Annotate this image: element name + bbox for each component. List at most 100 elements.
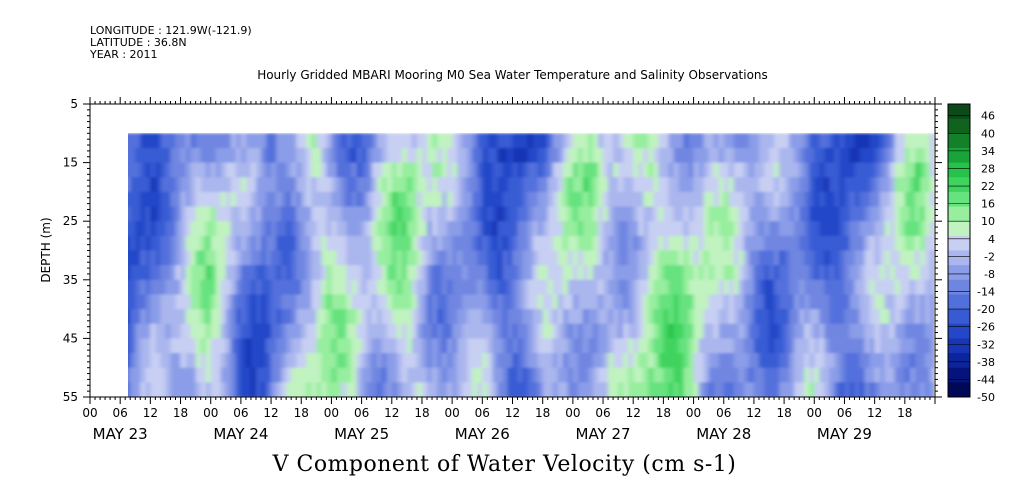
heat-cell: [195, 133, 202, 149]
heat-cell: [316, 323, 323, 340]
heat-cell: [482, 279, 489, 296]
heat-cell: [477, 323, 484, 340]
heat-cell: [532, 162, 539, 179]
heat-cell: [542, 367, 549, 384]
heat-cell: [894, 177, 901, 193]
heat-cell: [582, 323, 589, 340]
heat-cell: [603, 221, 609, 237]
heat-cell: [769, 338, 775, 354]
heat-cell: [819, 353, 826, 369]
heat-cell: [829, 177, 836, 193]
heat-cell: [255, 133, 262, 149]
heat-cell: [527, 206, 534, 222]
heat-cell: [683, 323, 690, 340]
heat-cell: [195, 265, 202, 281]
heat-cell: [482, 367, 489, 384]
heat-cell: [276, 382, 282, 397]
heat-cell: [909, 279, 916, 296]
heat-cell: [512, 338, 519, 354]
heat-cell: [678, 147, 685, 164]
heat-cell: [663, 382, 670, 397]
heat-cell: [587, 206, 594, 222]
heat-cell: [683, 162, 690, 179]
heat-cell: [271, 338, 277, 354]
heat-cell: [386, 206, 393, 222]
heat-cell: [884, 338, 891, 354]
heat-cell: [235, 353, 242, 369]
heat-cell: [286, 177, 292, 193]
heat-cell: [356, 162, 363, 179]
heat-cell: [155, 250, 162, 266]
heat-cell: [452, 338, 458, 354]
heat-cell: [492, 367, 499, 384]
heat-cell: [195, 147, 202, 164]
heat-cell: [809, 162, 816, 179]
heat-cell: [849, 367, 856, 384]
heat-cell: [577, 133, 584, 149]
heat-cell: [361, 235, 368, 252]
heat-cell: [291, 147, 298, 164]
heat-cell: [748, 133, 755, 149]
heat-cell: [482, 162, 489, 179]
heat-cell: [618, 279, 624, 296]
heat-cell: [442, 338, 448, 354]
heat-cell: [618, 250, 624, 266]
heat-cell: [401, 294, 408, 310]
heat-cell: [899, 382, 906, 397]
heat-cell: [929, 206, 934, 222]
heat-cell: [502, 353, 509, 369]
heat-cell: [799, 382, 806, 397]
heat-cell: [386, 353, 393, 369]
heat-cell: [809, 133, 816, 149]
heat-cell: [633, 353, 640, 369]
x-hour-label: 06: [113, 406, 128, 420]
heat-cell: [733, 250, 740, 266]
heat-cell: [532, 206, 539, 222]
x-day-label: MAY 24: [213, 425, 268, 443]
heat-cell: [286, 353, 292, 369]
heat-cell: [899, 279, 906, 296]
heat-cell: [728, 177, 735, 193]
heat-cell: [271, 382, 277, 397]
heat-cell: [120, 324, 126, 339]
heat-cell: [421, 353, 428, 369]
heat-cell: [869, 265, 876, 281]
heat-cell: [849, 323, 856, 340]
heat-cell: [291, 294, 298, 310]
heat-cell: [738, 162, 745, 179]
heat-cell: [542, 147, 549, 164]
heat-cell: [291, 323, 298, 340]
heat-cell: [230, 133, 237, 149]
heat-cell: [864, 367, 871, 384]
heat-cell: [552, 338, 559, 354]
heat-cell: [587, 250, 594, 266]
heat-cell: [834, 206, 841, 222]
heat-cell: [809, 309, 816, 325]
heat-cell: [784, 382, 790, 397]
heat-cell: [643, 250, 650, 266]
heat-cell: [603, 265, 609, 281]
heat-cell: [180, 147, 187, 164]
heat-cell: [879, 191, 886, 208]
heat-cell: [120, 309, 126, 324]
heat-cell: [316, 191, 323, 208]
heat-cell: [160, 206, 167, 222]
heat-cell: [547, 309, 554, 325]
heat-cell: [809, 235, 816, 252]
heat-cell: [688, 235, 695, 252]
heat-cell: [497, 162, 504, 179]
heat-cell: [497, 265, 504, 281]
heat-cell: [537, 206, 544, 222]
heat-cell: [361, 382, 368, 397]
heat-cell: [728, 294, 735, 310]
heat-cell: [145, 294, 152, 310]
heat-cell: [713, 309, 720, 325]
heat-cell: [230, 338, 237, 354]
heat-cell: [366, 309, 373, 325]
heat-cell: [603, 367, 609, 384]
heat-cell: [683, 338, 690, 354]
heat-cell: [205, 133, 212, 149]
heat-cell: [190, 265, 197, 281]
heat-cell: [899, 323, 906, 340]
